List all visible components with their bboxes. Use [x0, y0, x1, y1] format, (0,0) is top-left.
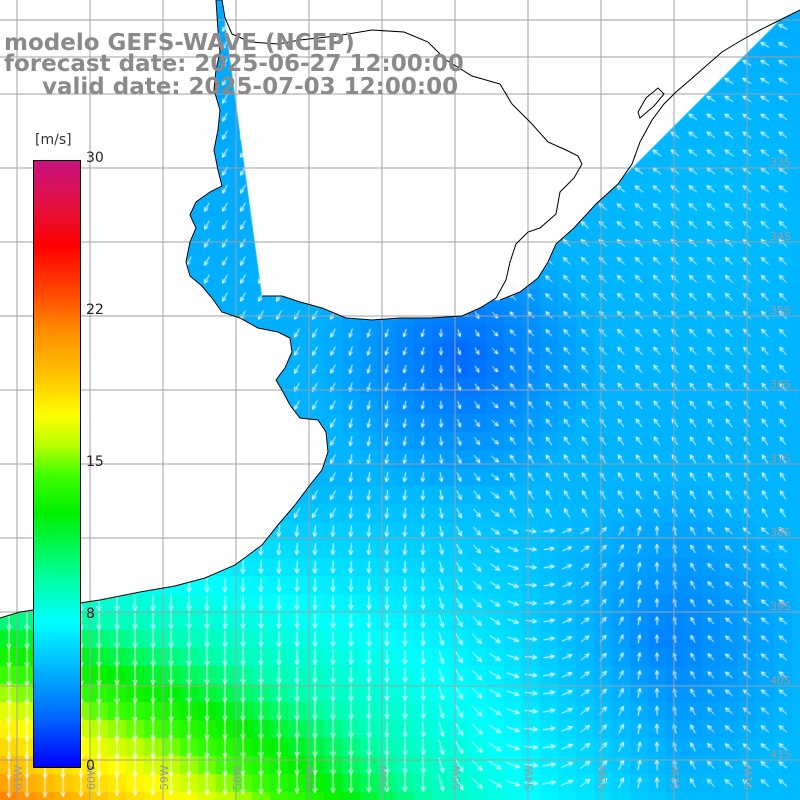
longitude-label: 54W	[523, 765, 536, 790]
coastline	[0, 0, 800, 619]
model-title: modelo GEFS-WAVE (NCEP)	[4, 30, 355, 56]
longitude-label: 52W	[669, 765, 682, 790]
colorbar-unit: [m/s]	[33, 132, 74, 148]
colorbar-tick-30: 30	[86, 150, 104, 166]
latitude-label: 35S	[770, 304, 791, 317]
longitude-label: 55W	[450, 765, 463, 790]
latitude-label: 36S	[770, 378, 791, 391]
latitude-label: 39S	[770, 600, 791, 613]
forecast-date: forecast date: 2025-06-27 12:00:00	[4, 51, 464, 77]
latitude-label: 33S	[770, 156, 791, 169]
longitude-label: 56W	[377, 765, 390, 790]
colorbar-tick-0: 0	[86, 758, 95, 774]
graticule-labels: 61W 60W 59W 58W 57W 56W 55W 54W 53W 52W 51W 33S 34S 3…	[12, 156, 791, 790]
longitude-label: 53W	[596, 765, 609, 790]
valid-date: valid date: 2025-07-03 12:00:00	[42, 74, 459, 100]
latitude-label: 40S	[770, 674, 791, 687]
latitude-label: 41S	[770, 748, 791, 761]
colorbar-tick-15: 15	[86, 454, 104, 470]
longitude-label: 60W	[85, 765, 98, 790]
longitude-label: 61W	[12, 765, 25, 790]
longitude-label: 57W	[304, 765, 317, 790]
colorbar-tick-8: 8	[86, 606, 95, 622]
longitude-label: 51W	[742, 765, 755, 790]
longitude-label: 59W	[158, 765, 171, 790]
latitude-label: 38S	[770, 526, 791, 539]
colorbar-tick-22: 22	[86, 302, 104, 318]
longitude-label: 58W	[231, 765, 244, 790]
latitude-label: 37S	[770, 452, 791, 465]
colorbar	[33, 160, 81, 768]
latitude-label: 34S	[770, 230, 791, 243]
